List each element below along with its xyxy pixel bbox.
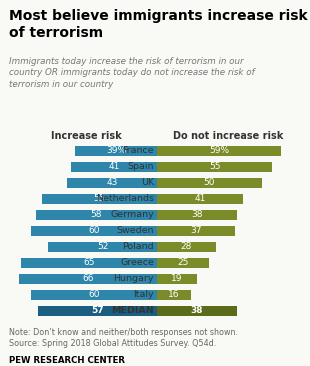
Text: Sweden: Sweden bbox=[117, 227, 154, 235]
Text: 37: 37 bbox=[190, 227, 202, 235]
Text: Immigrants today increase the risk of terrorism in our
country OR immigrants tod: Immigrants today increase the risk of te… bbox=[9, 57, 255, 89]
Text: 57: 57 bbox=[91, 306, 104, 315]
Bar bbox=[75, 146, 157, 156]
Text: France: France bbox=[122, 146, 154, 156]
Text: 28: 28 bbox=[181, 242, 192, 251]
Text: Do not increase risk: Do not increase risk bbox=[173, 131, 284, 141]
Bar bbox=[157, 226, 235, 236]
Text: 25: 25 bbox=[178, 258, 189, 268]
Text: 55: 55 bbox=[209, 163, 220, 171]
Bar bbox=[157, 290, 191, 300]
Bar bbox=[42, 194, 157, 204]
Bar bbox=[67, 178, 157, 188]
Text: MEDIAN: MEDIAN bbox=[111, 306, 154, 315]
Text: 19: 19 bbox=[171, 274, 183, 283]
Bar bbox=[157, 242, 216, 252]
Text: 41: 41 bbox=[108, 163, 120, 171]
Bar bbox=[157, 146, 281, 156]
Text: Greece: Greece bbox=[120, 258, 154, 268]
Bar bbox=[31, 226, 157, 236]
Bar bbox=[157, 162, 272, 172]
Bar bbox=[38, 306, 157, 316]
Bar bbox=[157, 306, 237, 316]
Text: 65: 65 bbox=[83, 258, 95, 268]
Text: 39%: 39% bbox=[106, 146, 126, 156]
Text: Hungary: Hungary bbox=[113, 274, 154, 283]
Text: Germany: Germany bbox=[110, 210, 154, 220]
Text: Poland: Poland bbox=[122, 242, 154, 251]
Bar bbox=[31, 290, 157, 300]
Text: 52: 52 bbox=[97, 242, 108, 251]
Text: Netherlands: Netherlands bbox=[96, 194, 154, 203]
Bar bbox=[71, 162, 157, 172]
Bar bbox=[36, 210, 157, 220]
Text: 60: 60 bbox=[89, 227, 100, 235]
Text: 38: 38 bbox=[191, 306, 203, 315]
Bar bbox=[21, 258, 157, 268]
Text: 38: 38 bbox=[191, 210, 203, 220]
Text: 58: 58 bbox=[91, 210, 102, 220]
Text: Most believe immigrants increase risk
of terrorism: Most believe immigrants increase risk of… bbox=[9, 9, 308, 40]
Text: 66: 66 bbox=[82, 274, 94, 283]
Text: 41: 41 bbox=[194, 194, 206, 203]
Text: 50: 50 bbox=[204, 179, 215, 187]
Text: Increase risk: Increase risk bbox=[51, 131, 121, 141]
Bar bbox=[19, 274, 157, 284]
Text: 43: 43 bbox=[106, 179, 118, 187]
Text: UK: UK bbox=[141, 179, 154, 187]
Text: 60: 60 bbox=[89, 290, 100, 299]
Bar bbox=[157, 274, 197, 284]
Bar bbox=[157, 194, 243, 204]
Text: 16: 16 bbox=[168, 290, 179, 299]
Bar bbox=[157, 258, 210, 268]
Text: 59%: 59% bbox=[209, 146, 229, 156]
Text: PEW RESEARCH CENTER: PEW RESEARCH CENTER bbox=[9, 356, 125, 365]
Bar bbox=[157, 210, 237, 220]
Text: Note: Don’t know and neither/both responses not shown.
Source: Spring 2018 Globa: Note: Don’t know and neither/both respon… bbox=[9, 328, 238, 348]
Text: Spain: Spain bbox=[127, 163, 154, 171]
Bar bbox=[157, 178, 262, 188]
Bar bbox=[48, 242, 157, 252]
Text: 55: 55 bbox=[94, 194, 105, 203]
Text: Italy: Italy bbox=[133, 290, 154, 299]
